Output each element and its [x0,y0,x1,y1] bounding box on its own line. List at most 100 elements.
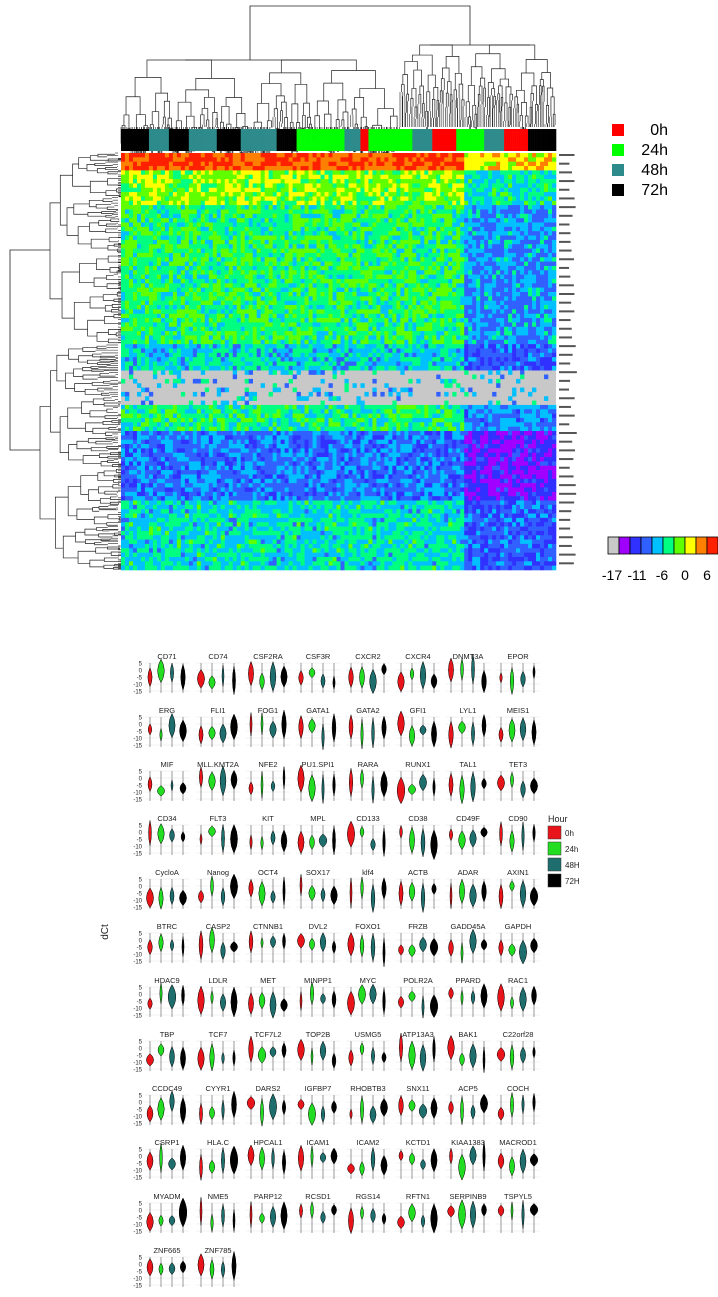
heatmap-cell [168,174,174,180]
heatmap-cell [204,226,210,232]
heatmap-cell [204,235,210,241]
heatmap-cell [492,248,497,254]
heatmap-cell [348,283,353,288]
heatmap-cell [368,248,373,254]
heatmap-cell [124,296,130,301]
heatmap-cell [300,170,305,176]
heatmap-cell [168,187,174,193]
heatmap-cell [364,274,369,280]
heatmap-cell [244,235,250,241]
heatmap-cell [184,274,190,280]
heatmap-cell [484,174,489,180]
heatmap-cell [364,209,369,215]
heatmap-cell [220,209,226,215]
heatmap-cell [316,261,321,267]
heatmap-cell [396,252,401,258]
heatmap-cell [552,222,557,228]
heatmap-cell [348,161,353,167]
heatmap-cell [468,296,473,301]
heatmap-cell [488,270,493,275]
heatmap-cell [200,252,206,258]
heatmap-cell [436,278,441,284]
heatmap-cell [504,300,509,306]
heatmap-cell [492,205,497,210]
heatmap-cell [500,218,505,223]
heatmap-cell [160,205,166,210]
heatmap-cell [400,300,405,306]
heatmap-cell [268,261,273,267]
heatmap-cell [124,239,130,245]
heatmap-cell [432,257,437,262]
heatmap-cell [448,261,453,267]
heatmap-cell [496,192,501,197]
heatmap-cell [212,231,218,236]
heatmap-cell [468,161,473,167]
dendrogram-branch [524,115,529,130]
heatmap-cell [356,278,361,284]
heatmap-cell [456,261,461,267]
heatmap-cell [280,213,285,219]
heatmap-cell [544,192,549,197]
heatmap-cell [496,235,501,241]
heatmap-cell [244,274,250,280]
heatmap-cell [424,257,429,262]
time-bar-cell [208,129,212,151]
heatmap-cell [296,287,301,293]
heatmap-cell [136,226,142,232]
heatmap-cell [328,226,333,232]
heatmap-cell [328,157,333,162]
time-bar-cell [206,129,210,151]
heatmap-cell [156,213,162,219]
heatmap-cell [224,183,230,189]
heatmap-cell [184,192,190,197]
heatmap-cell [164,192,170,197]
heatmap-cell [508,187,513,193]
heatmap-cell [476,231,481,236]
time-bar-cell [538,129,541,151]
heatmap-cell [248,218,253,223]
heatmap-cell [360,153,365,158]
heatmap-cell [224,278,230,284]
heatmap-cell [516,278,521,284]
heatmap-cell [212,292,218,297]
heatmap-cell [412,292,417,297]
heatmap-cell [280,192,285,197]
heatmap-cell [196,257,202,262]
heatmap-cell [436,218,441,223]
heatmap-cell [264,222,269,228]
heatmap-cell [212,170,218,176]
heatmap-cell [536,252,541,258]
heatmap-cell [144,157,150,162]
heatmap-cell [228,196,234,202]
heatmap-cell [456,239,461,245]
heatmap-cell [368,270,373,275]
dendrogram-branch [91,382,110,386]
heatmap-cell [304,261,309,267]
heatmap-cell [352,213,357,219]
heatmap-cell [452,287,457,293]
heatmap-cell [180,252,186,258]
dendrogram-branch [446,81,452,95]
heatmap-cell [252,183,257,189]
heatmap-cell [184,222,190,228]
time-bar-cell [252,129,255,151]
heatmap-cell [540,265,545,271]
heatmap-cell [504,179,509,184]
heatmap-cell [252,218,257,223]
heatmap-cell [544,270,549,275]
dendrogram-branch [550,96,555,117]
heatmap-cell [292,274,297,280]
heatmap-cell [304,218,309,223]
heatmap-cell [224,153,230,158]
heatmap-cell [332,287,337,293]
dendrogram-branch [88,199,104,208]
heatmap-cell [520,292,525,297]
heatmap-cell [456,196,461,202]
heatmap-cell [268,274,273,280]
dendrogram-branch [107,178,124,186]
heatmap-cell [424,248,429,254]
heatmap-cell [180,287,186,293]
heatmap-cell [180,200,186,206]
heatmap-cell [512,153,517,158]
heatmap-cell [368,192,373,197]
